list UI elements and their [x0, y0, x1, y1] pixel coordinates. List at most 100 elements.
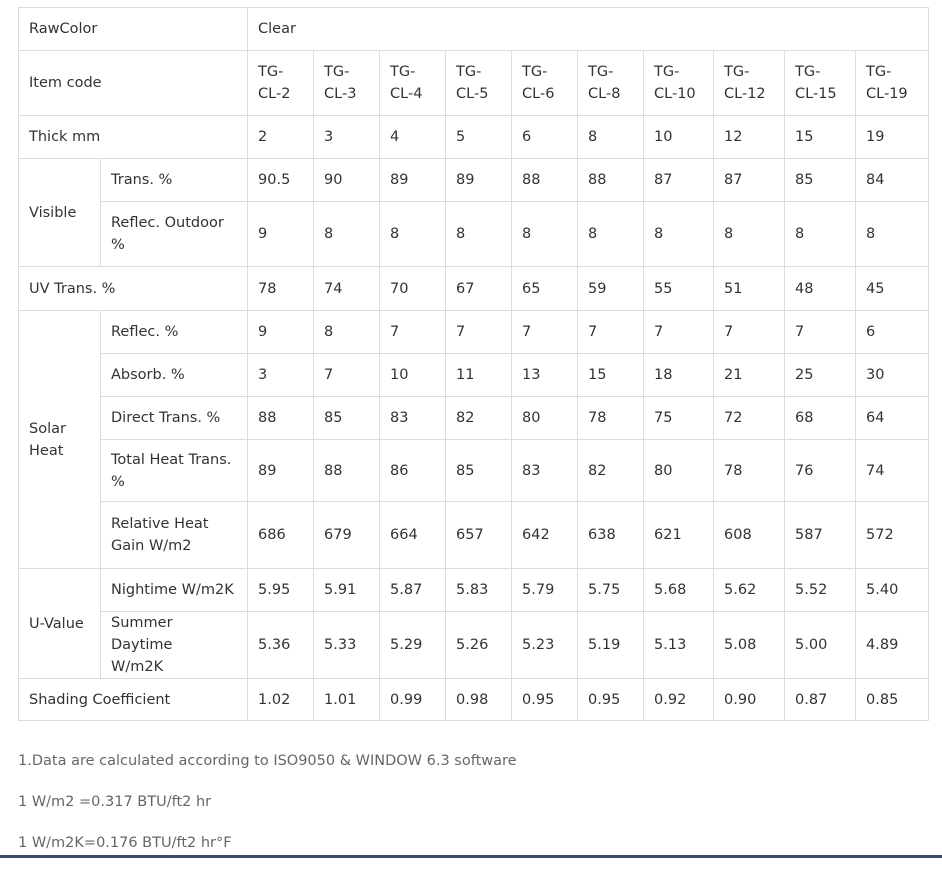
table-cell: 679 — [313, 501, 381, 569]
table-cell: 68 — [784, 396, 857, 440]
table-cell: 30 — [855, 353, 930, 397]
item-code-cell: TG- CL-15 — [784, 50, 857, 116]
table-cell: 5.83 — [445, 568, 513, 612]
table-cell: 5.79 — [511, 568, 579, 612]
table-cell: 621 — [643, 501, 715, 569]
table-cell: 4.89 — [855, 611, 930, 679]
table-cell: 8 — [577, 115, 645, 159]
table-cell: 5.13 — [643, 611, 715, 679]
u-night-row: U-Value Nightime W/m2K 5.95 5.91 5.87 5.… — [18, 568, 930, 679]
table-cell: 64 — [855, 396, 930, 440]
table-cell: 7 — [784, 310, 857, 354]
notes-section: 1.Data are calculated according to ISO90… — [18, 750, 918, 873]
table-cell: 9 — [247, 201, 315, 267]
table-cell: 76 — [784, 439, 857, 502]
table-cell: 86 — [379, 439, 447, 502]
item-code-cell: TG- CL-6 — [511, 50, 579, 116]
label-line: Total Heat Trans. — [111, 451, 232, 468]
label-line: % — [111, 237, 125, 253]
shading-row: Shading Coefficient 1.02 1.01 0.99 0.98 … — [17, 678, 930, 721]
solar-relative-row: Relative Heat Gain W/m2 686 679 664 657 6… — [19, 501, 930, 569]
visible-trans-row: Visible Trans. % 90.5 90 89 89 88 88 87 … — [18, 158, 930, 267]
item-code-cell: TG- CL-8 — [577, 50, 645, 116]
table-cell: 0.99 — [379, 678, 447, 721]
solar-absorb-label: Absorb. % — [99, 353, 249, 397]
u-summer-label: Summer Daytime W/m2K — [99, 611, 249, 679]
item-code-row: Item code TG- CL-2 TG- CL-3 TG- CL-4 TG- CL-… — [17, 50, 930, 116]
item-code-suffix: CL-12 — [724, 86, 766, 102]
table-cell: 7 — [313, 353, 381, 397]
table-cell: 21 — [713, 353, 786, 397]
table-cell: 8 — [313, 310, 381, 354]
table-cell: 5.23 — [511, 611, 579, 679]
table-cell: 1.02 — [247, 678, 315, 721]
table-cell: 59 — [577, 266, 645, 311]
solar-absorb-row: Absorb. % 3 7 10 11 13 15 18 21 25 30 — [19, 353, 930, 397]
table-cell: 3 — [313, 115, 381, 159]
item-code-cell: TG- CL-10 — [643, 50, 715, 116]
item-code-suffix: CL-15 — [795, 86, 837, 102]
table-cell: 7 — [379, 310, 447, 354]
solar-reflec-label: Reflec. % — [99, 310, 249, 354]
table-cell: 5.91 — [313, 568, 381, 612]
table-cell: 8 — [313, 201, 381, 267]
table-cell: 88 — [247, 396, 315, 440]
table-cell: 5.75 — [577, 568, 645, 612]
u-value-group-label: U-Value — [18, 568, 101, 679]
item-code-prefix: TG- — [324, 64, 350, 80]
table-cell: 7 — [713, 310, 786, 354]
table-cell: 85 — [313, 396, 381, 440]
table-cell: 8 — [855, 201, 930, 267]
item-code-suffix: CL-10 — [654, 86, 696, 102]
item-code-suffix: CL-8 — [588, 86, 621, 102]
table-cell: 72 — [713, 396, 786, 440]
table-cell: 90.5 — [247, 158, 315, 202]
u-night-label: Nightime W/m2K — [99, 568, 249, 612]
solar-heat-group-label: Solar Heat — [18, 310, 101, 569]
thick-label: Thick mm — [17, 115, 249, 159]
solar-total-row: Total Heat Trans.% 89 88 86 85 83 82 80 … — [19, 439, 930, 502]
table-cell: 74 — [855, 439, 930, 502]
table-cell: 5.00 — [784, 611, 857, 679]
item-code-prefix: TG- — [456, 64, 482, 80]
table-cell: 0.92 — [643, 678, 715, 721]
table-cell: 67 — [445, 266, 513, 311]
table-cell: 5 — [445, 115, 513, 159]
table-cell: 6 — [511, 115, 579, 159]
table-cell: 19 — [855, 115, 930, 159]
item-code-prefix: TG- — [522, 64, 548, 80]
item-code-prefix: TG- — [654, 64, 680, 80]
table-cell: 65 — [511, 266, 579, 311]
label-line: Reflec. Outdoor — [111, 215, 224, 231]
table-cell: 89 — [247, 439, 315, 502]
table-cell: 82 — [445, 396, 513, 440]
table-cell: 0.90 — [713, 678, 786, 721]
label-line: W/m2K — [111, 659, 164, 675]
item-code-cell: TG- CL-2 — [247, 50, 315, 116]
visible-reflec-row: Reflec. Outdoor% 9 8 8 8 8 8 8 8 8 8 — [19, 201, 930, 267]
table-cell: 608 — [713, 501, 786, 569]
item-code-prefix: TG- — [866, 64, 892, 80]
table-cell: 6 — [855, 310, 930, 354]
table-cell: 0.85 — [855, 678, 930, 721]
item-code-cell: TG- CL-5 — [445, 50, 513, 116]
table-cell: 3 — [247, 353, 315, 397]
item-code-suffix: CL-2 — [258, 86, 291, 102]
visible-reflec-label: Reflec. Outdoor% — [99, 201, 249, 267]
table-cell: 7 — [577, 310, 645, 354]
table-cell: 7 — [511, 310, 579, 354]
visible-group-label: Visible — [18, 158, 101, 267]
shading-label: Shading Coefficient — [17, 678, 249, 721]
item-code-label: Item code — [17, 50, 249, 116]
solar-total-label: Total Heat Trans.% — [99, 439, 249, 502]
table-cell: 5.95 — [247, 568, 315, 612]
table-cell: 10 — [379, 353, 447, 397]
table-cell: 686 — [247, 501, 315, 569]
table-cell: 5.68 — [643, 568, 715, 612]
glass-spec-table: RawColor Clear Item code TG- CL-2 TG- CL-3… — [17, 7, 930, 721]
solar-reflec-row: Solar Heat Reflec. % 9 8 7 7 7 7 7 7 7 6 — [18, 310, 930, 569]
label-line: Solar — [29, 420, 66, 437]
table-cell: 88 — [313, 439, 381, 502]
table-cell: 8 — [577, 201, 645, 267]
table-cell: 8 — [379, 201, 447, 267]
